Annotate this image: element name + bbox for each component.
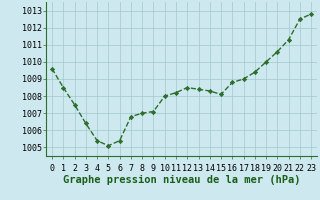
X-axis label: Graphe pression niveau de la mer (hPa): Graphe pression niveau de la mer (hPa) [63,175,300,185]
